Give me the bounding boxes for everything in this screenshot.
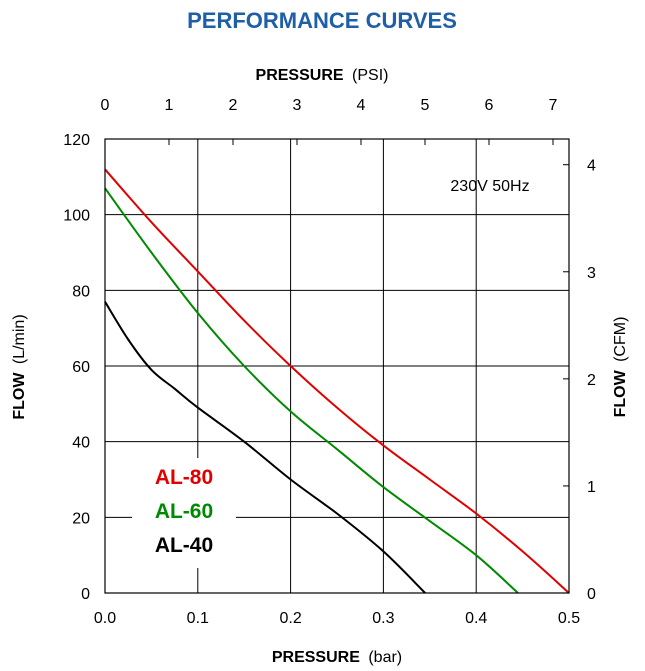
- top-tick-label: 7: [549, 97, 558, 114]
- series-line-al-60: [104, 187, 519, 594]
- bottom-tick-label: 0.4: [465, 610, 487, 627]
- legend-background: [132, 458, 236, 568]
- bottom-tick-label: 0.2: [279, 610, 301, 627]
- legend-entry-al-80: AL-80: [155, 466, 213, 489]
- left-axis-label-unit: (L/min): [11, 314, 28, 364]
- top-tick-label: 4: [357, 97, 366, 114]
- top-tick-label: 1: [165, 97, 174, 114]
- top-axis-label: PRESSURE (PSI): [256, 67, 389, 84]
- right-tick-label: 3: [587, 265, 596, 282]
- bottom-tick-label: 0.5: [558, 610, 580, 627]
- top-axis-label-unit: (PSI): [352, 67, 388, 84]
- bottom-tick-label: 0.0: [94, 610, 116, 627]
- top-tick-label: 3: [293, 97, 302, 114]
- left-tick-label: 100: [63, 208, 90, 225]
- top-tick-label: 5: [421, 97, 430, 114]
- chart-title: PERFORMANCE CURVES: [187, 8, 457, 33]
- legend-entry-al-40: AL-40: [155, 534, 213, 557]
- annotation-text: 230V 50Hz: [450, 178, 529, 195]
- plot-frame: [104, 138, 570, 594]
- left-tick-label: 20: [72, 510, 90, 527]
- axis-ticks: [104, 139, 569, 594]
- left-tick-label: 0: [81, 586, 90, 603]
- legend-entry-al-60: AL-60: [155, 500, 213, 523]
- bottom-tick-label: 0.1: [187, 610, 209, 627]
- right-axis-label-bold: FLOW: [612, 369, 629, 417]
- series-line-al-80: [104, 168, 570, 594]
- top-tick-label: 2: [229, 97, 238, 114]
- bottom-axis-label-bold: PRESSURE: [272, 649, 360, 666]
- top-tick-label: 6: [485, 97, 494, 114]
- left-tick-label: 80: [72, 283, 90, 300]
- series-lines: [104, 168, 570, 594]
- left-axis-label-bold: FLOW: [11, 372, 28, 420]
- left-axis-label: FLOW (L/min): [11, 314, 28, 419]
- left-tick-label: 120: [63, 132, 90, 149]
- bottom-tick-label: 0.3: [372, 610, 394, 627]
- left-tick-label: 60: [72, 359, 90, 376]
- right-tick-label: 4: [587, 158, 596, 175]
- right-tick-label: 1: [587, 479, 596, 496]
- left-tick-label: 40: [72, 435, 90, 452]
- right-axis-label: FLOW (CFM): [612, 317, 629, 418]
- bottom-axis-label-unit: (bar): [368, 649, 402, 666]
- bottom-axis-label: PRESSURE (bar): [272, 649, 402, 666]
- right-axis-label-unit: (CFM): [612, 317, 629, 362]
- top-axis-label-bold: PRESSURE: [256, 67, 344, 84]
- series-line-al-40: [104, 301, 426, 594]
- top-tick-label: 0: [101, 97, 110, 114]
- right-tick-label: 0: [587, 586, 596, 603]
- right-tick-label: 2: [587, 372, 596, 389]
- legend: AL-80 AL-60 AL-40: [155, 466, 213, 557]
